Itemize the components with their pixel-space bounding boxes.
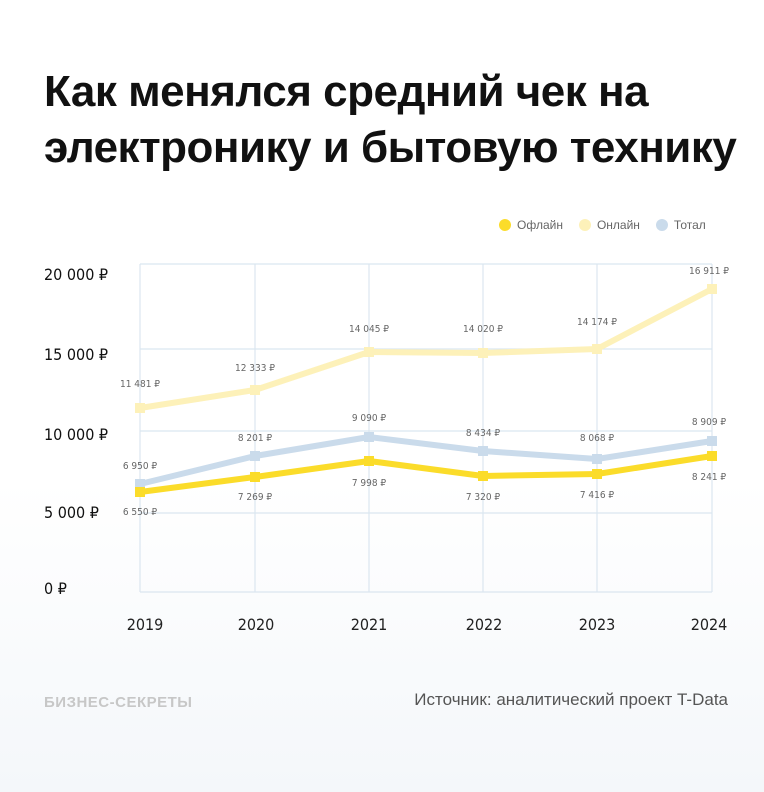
y-axis-ticks: 20 000 ₽ 15 000 ₽ 10 000 ₽ 5 000 ₽ 0 ₽ [44,265,108,598]
legend-label: Тотал [673,218,706,232]
series-offline [135,451,717,497]
data-label: 8 201 ₽ [238,433,273,444]
x-tick: 2021 [351,615,388,634]
data-label: 6 950 ₽ [123,461,158,472]
data-label: 8 909 ₽ [692,417,727,428]
data-label: 7 269 ₽ [238,492,273,503]
x-tick: 2023 [579,615,616,634]
data-label: 14 020 ₽ [463,324,503,335]
legend-item-offline: Офлайн [499,218,563,232]
legend-item-online: Онлайн [578,218,640,232]
x-tick: 2024 [691,615,728,634]
y-tick: 5 000 ₽ [44,503,99,522]
data-label: 12 333 ₽ [235,363,275,374]
y-tick: 20 000 ₽ [44,265,108,284]
series-online [135,284,717,413]
data-label: 9 090 ₽ [352,413,387,424]
x-axis-ticks: 2019 2020 2021 2022 2023 2024 [127,615,728,634]
chart-title: Как менялся средний чек на электронику и… [44,67,737,172]
legend: Офлайн Онлайн Тотал [499,218,706,232]
data-labels-offline: 6 550 ₽ 7 269 ₽ 7 998 ₽ 7 320 ₽ 7 416 ₽ … [123,472,727,518]
legend-item-total: Тотал [655,218,706,232]
data-label: 6 550 ₽ [123,507,158,518]
data-label: 7 998 ₽ [352,478,387,489]
data-labels-online: 11 481 ₽ 12 333 ₽ 14 045 ₽ 14 020 ₽ 14 1… [120,266,729,390]
background-fade [0,480,764,792]
data-label: 7 416 ₽ [580,490,615,501]
series-total [135,432,717,489]
y-tick: 10 000 ₽ [44,425,108,444]
data-label: 14 045 ₽ [349,324,389,335]
legend-label: Онлайн [596,218,640,232]
legend-label: Офлайн [517,218,563,232]
y-tick: 0 ₽ [44,579,67,598]
total-dot-icon [655,219,668,231]
source-note: Источник: аналитический проект T-Data [414,690,728,709]
data-label: 16 911 ₽ [689,266,729,277]
grid [139,263,713,593]
y-tick: 15 000 ₽ [44,345,108,364]
data-label: 11 481 ₽ [120,379,160,390]
online-dot-icon [578,219,591,231]
data-label: 14 174 ₽ [577,317,617,328]
data-label: 8 434 ₽ [466,428,501,439]
data-label: 7 320 ₽ [466,492,501,503]
x-tick: 2020 [238,615,275,634]
x-tick: 2019 [127,615,164,634]
data-label: 8 068 ₽ [580,433,615,444]
data-labels-total: 6 950 ₽ 8 201 ₽ 9 090 ₽ 8 434 ₽ 8 068 ₽ … [123,413,727,472]
x-tick: 2022 [466,615,503,634]
offline-dot-icon [499,219,511,231]
brand-logo: БИЗНЕС-СЕКРЕТЫ [44,694,193,711]
data-label: 8 241 ₽ [692,472,727,483]
